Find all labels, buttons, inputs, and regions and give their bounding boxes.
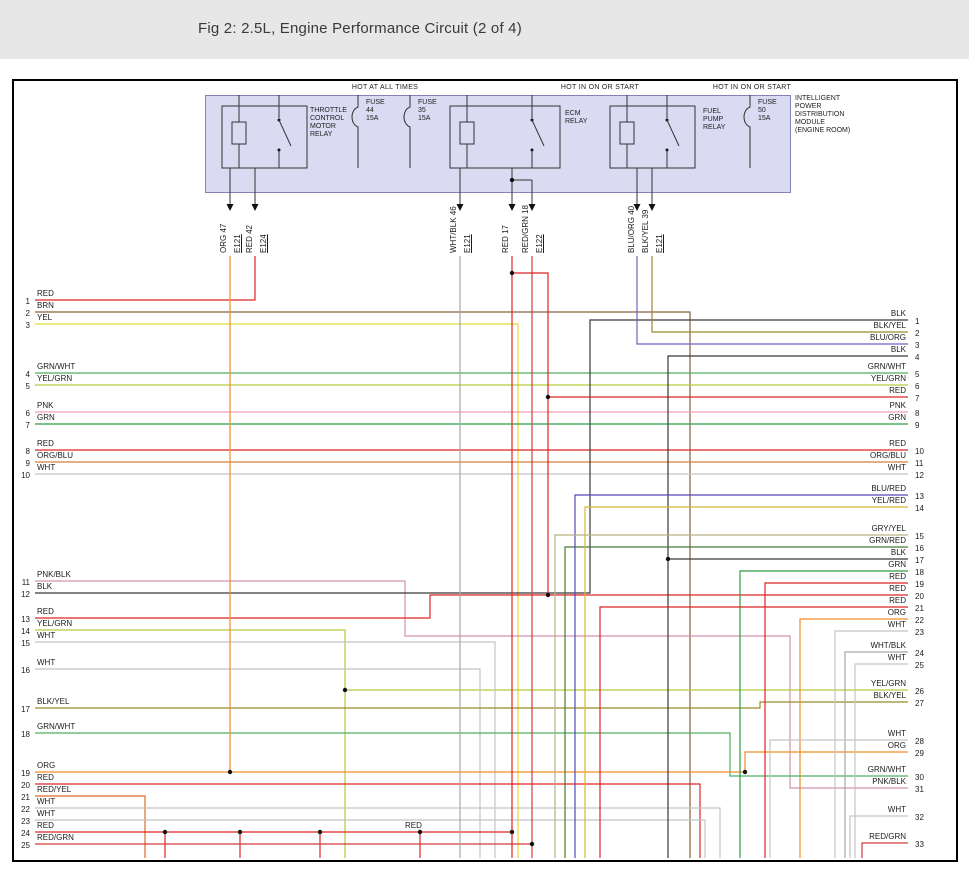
wire-wht <box>35 668 481 858</box>
wire-red <box>512 272 549 595</box>
wire-red-yel <box>35 795 146 858</box>
wire-red <box>35 594 908 619</box>
relay-coil <box>619 121 635 145</box>
wire-gry-yel <box>554 534 908 858</box>
down-arrow-icon <box>226 204 234 211</box>
wire-blu-red <box>574 494 908 858</box>
junction-dot <box>545 592 551 598</box>
junction-dot <box>742 769 748 775</box>
wire-wht <box>834 630 908 858</box>
wire-blk <box>667 355 908 858</box>
down-arrow-icon <box>508 204 516 211</box>
relay-switch-arm <box>531 119 545 147</box>
wire-red <box>35 783 701 858</box>
junction-dot <box>665 556 671 562</box>
down-arrow-icon <box>251 204 259 211</box>
wire-org <box>744 751 908 772</box>
junction-dot <box>342 687 348 693</box>
junction-dot <box>509 270 515 276</box>
relay-coil <box>231 121 247 145</box>
power-distribution-module-box <box>205 95 791 193</box>
wire-blu-org <box>636 256 908 345</box>
relay-coil <box>459 121 475 145</box>
down-arrow-icon <box>633 204 641 211</box>
fuse-symbol <box>403 95 411 168</box>
junction-dot <box>509 177 515 183</box>
wire-red <box>35 256 256 301</box>
wire-grn-wht <box>35 732 908 777</box>
junction-dot <box>317 829 323 835</box>
fuse-symbol <box>351 95 359 168</box>
down-arrow-icon <box>528 204 536 211</box>
wire-wht <box>35 819 706 858</box>
fuse-symbol <box>743 95 751 168</box>
figure-title: Fig 2: 2.5L, Engine Performance Circuit … <box>198 20 522 37</box>
junction-dot <box>509 829 515 835</box>
wire-brn <box>35 311 691 858</box>
wire-blk-yel <box>35 701 908 709</box>
wire-red <box>764 582 908 858</box>
wire-grn <box>739 570 908 858</box>
wire-grn-red <box>564 546 908 858</box>
wire-red <box>599 606 908 858</box>
wire-wht <box>849 815 908 858</box>
down-arrow-icon <box>456 204 464 211</box>
title-bar: Fig 2: 2.5L, Engine Performance Circuit … <box>0 0 969 59</box>
relay-box <box>449 105 561 169</box>
relay-switch-arm <box>278 119 292 147</box>
wire-wht-blk <box>844 651 908 858</box>
wire-yel-red <box>584 506 908 858</box>
wire-org <box>799 618 908 858</box>
wire-wht <box>854 663 908 858</box>
junction-dot <box>529 841 535 847</box>
wire-wht <box>769 739 908 858</box>
wire-yel-grn <box>35 629 908 691</box>
wire-wht <box>35 807 721 858</box>
wire-red-grn <box>861 842 908 858</box>
wire-pnk-blk <box>35 580 908 789</box>
wire-wht <box>35 641 496 858</box>
junction-dot <box>237 829 243 835</box>
relay-box <box>609 105 696 169</box>
relay-switch-arm <box>666 119 680 147</box>
relay-box <box>221 105 308 169</box>
junction-dot <box>545 394 551 400</box>
down-arrow-icon <box>648 204 656 211</box>
junction-dot <box>227 769 233 775</box>
wire-blk <box>35 319 908 594</box>
junction-dot <box>417 829 423 835</box>
wire-blk-yel <box>651 256 908 333</box>
junction-dot <box>162 829 168 835</box>
wire-yel <box>35 323 519 858</box>
